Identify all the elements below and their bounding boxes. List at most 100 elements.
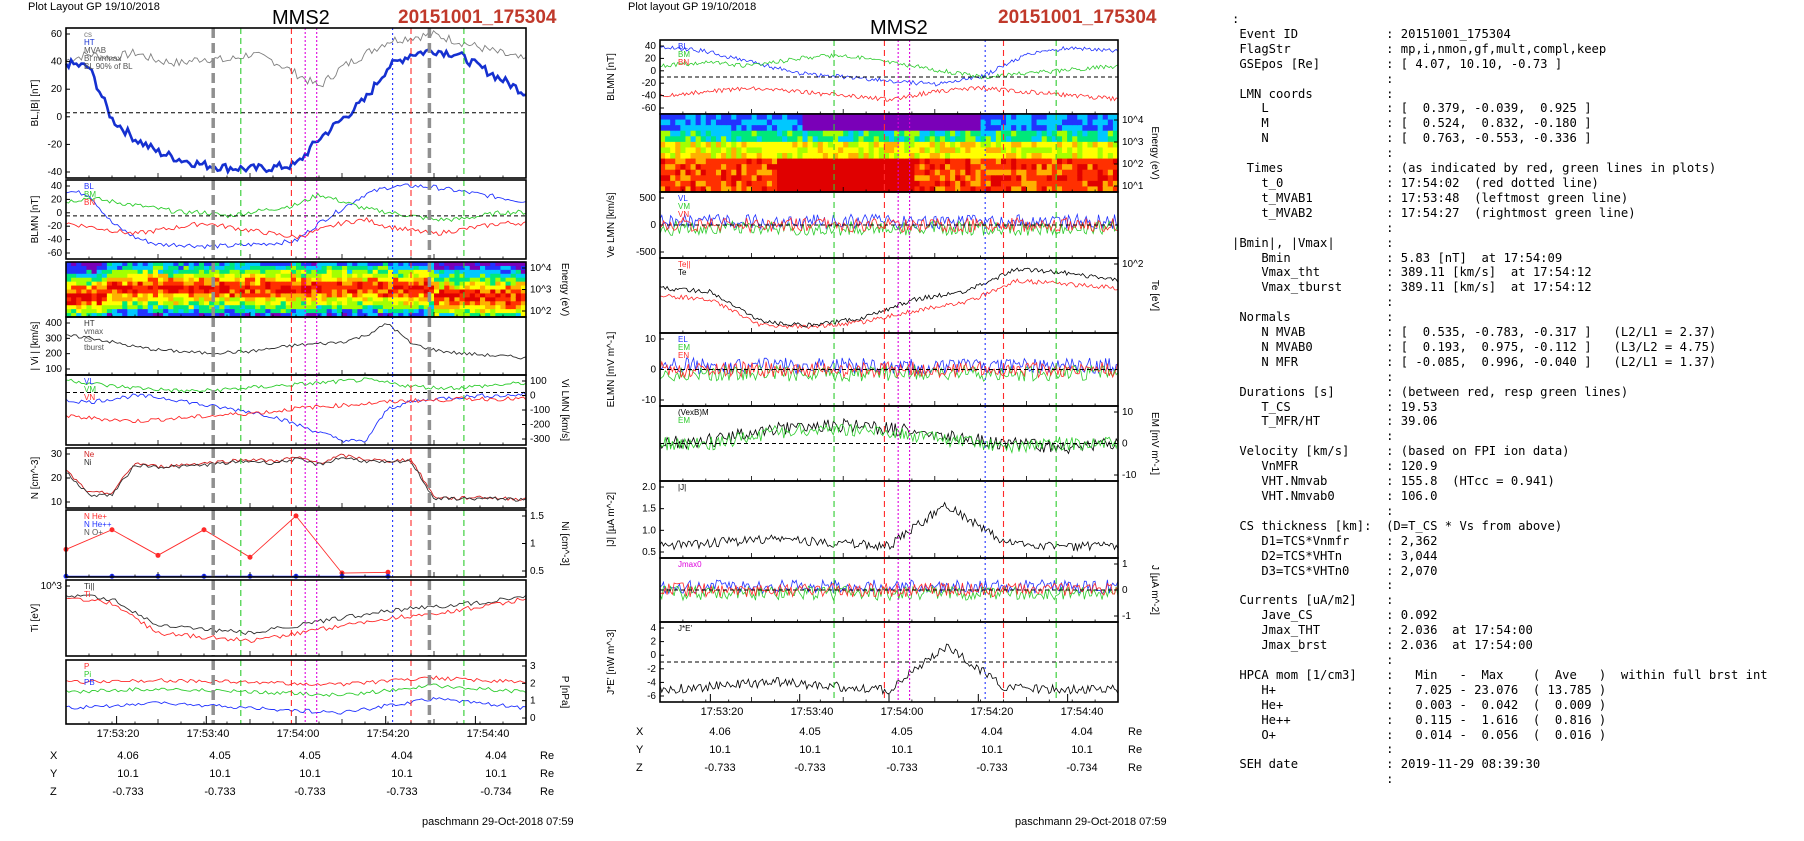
spectrogram-cell — [777, 175, 783, 182]
right-footer: paschmann 29-Oct-2018 07:59 — [1015, 816, 1167, 828]
spectrogram-cell — [1087, 114, 1094, 121]
spectrogram-cell — [736, 180, 743, 188]
spectrogram-cell — [183, 297, 190, 302]
y-tick-label: -20 — [642, 78, 657, 89]
spectrogram-cell — [101, 277, 108, 283]
series-line — [659, 643, 1119, 696]
spectrogram-cell — [388, 262, 394, 267]
spectrogram-cell — [660, 153, 666, 160]
spectrogram-cell — [955, 141, 961, 149]
spectrogram-cell — [290, 277, 297, 283]
spectrogram-cell — [413, 305, 420, 310]
spectrogram-cell — [715, 147, 722, 154]
spectrogram-cell — [746, 164, 753, 171]
spectrogram-cell — [960, 136, 966, 143]
spectrogram-cell — [690, 130, 697, 137]
spectrogram-cell — [853, 186, 860, 193]
spectrogram-cell — [234, 265, 241, 271]
spectrogram-cell — [382, 285, 389, 291]
spectrogram-cell — [726, 141, 732, 149]
spectrogram-cell — [520, 301, 527, 306]
spectrogram-cell — [188, 313, 195, 318]
spectrogram-cell — [1031, 141, 1038, 149]
spectrogram-cell — [500, 297, 507, 302]
spectrogram-cell — [1021, 141, 1027, 149]
spectrogram-cell — [1051, 130, 1058, 137]
spectrogram-cell — [960, 114, 966, 121]
spectrogram-cell — [408, 265, 415, 271]
spectrogram-cell — [316, 285, 323, 291]
spectrogram-cell — [756, 164, 763, 171]
spectrogram-cell — [454, 273, 461, 279]
spectrogram-cell — [500, 285, 507, 291]
spectrogram-cell — [797, 164, 804, 171]
spectrogram-cell — [1087, 158, 1094, 165]
spectrogram-cell — [817, 114, 824, 121]
spectrogram-cell — [474, 309, 481, 314]
spectrogram-cell — [680, 136, 687, 143]
spectrogram-cell — [168, 269, 174, 275]
spectrogram-cell — [914, 147, 921, 154]
spectrogram-cell — [660, 125, 666, 132]
spectrogram-cell — [731, 158, 737, 165]
y-tick-label: -4 — [647, 677, 656, 688]
spectrogram-cell — [853, 158, 860, 165]
spectrogram-cell — [137, 301, 144, 306]
spectrogram-cell — [731, 119, 737, 126]
spectrogram-cell — [193, 297, 200, 302]
spectrogram-cell — [66, 262, 72, 267]
series-line — [65, 683, 527, 697]
spectrogram-cell — [444, 309, 450, 314]
spectrogram-cell — [464, 269, 471, 275]
spectrogram-cell — [449, 285, 456, 291]
spectrogram-cell — [787, 153, 793, 160]
spectrogram-cell — [1031, 153, 1038, 160]
spectrogram-cell — [766, 119, 773, 126]
spectrogram-cell — [163, 273, 169, 279]
spectrogram-cell — [710, 114, 717, 121]
spectrogram-cell — [163, 313, 169, 318]
spectrogram-cell — [301, 301, 307, 306]
spectrogram-cell — [193, 313, 200, 318]
spectrogram-cell — [520, 269, 527, 275]
y-tick-label: 400 — [45, 318, 62, 329]
spectrogram-cell — [393, 293, 399, 298]
spectrogram-cell — [96, 262, 103, 267]
spectrogram-cell — [685, 153, 692, 160]
spectrogram-cell — [275, 293, 282, 298]
spectrogram-cell — [413, 293, 420, 298]
spectrogram-cell — [434, 281, 440, 287]
spectrogram-cell — [792, 158, 798, 165]
spectrogram-cell — [700, 175, 707, 182]
spectrogram-cell — [1077, 114, 1083, 121]
spectrogram-cell — [797, 175, 804, 182]
spectrogram-cell — [843, 180, 849, 188]
spectrogram-cell — [1077, 175, 1083, 182]
spectrogram-cell — [975, 180, 982, 188]
spectrogram-cell — [418, 269, 425, 275]
spectrogram-cell — [924, 169, 931, 176]
spectrogram-cell — [224, 305, 231, 310]
spectrogram-cell — [122, 301, 128, 306]
spectrogram-cell — [883, 141, 890, 149]
spectrogram-cell — [428, 309, 435, 314]
time-tick: 17:54:40 — [466, 728, 510, 740]
spectrogram-cell — [449, 301, 456, 306]
spectrogram-cell — [367, 285, 374, 291]
spectrogram-cell — [137, 305, 144, 310]
spectrogram-cell — [367, 309, 374, 314]
spectrogram-cell — [152, 313, 159, 318]
spectrogram-cell — [1102, 180, 1109, 188]
spectrogram-cell — [741, 158, 748, 165]
spectrogram-cell — [321, 309, 328, 314]
spectrogram-cell — [868, 114, 875, 121]
legend-entry: VN — [678, 210, 689, 219]
spectrogram-cell — [751, 136, 758, 143]
spectrogram-cell — [929, 141, 936, 149]
spectrogram-cell — [782, 114, 788, 121]
spectrogram-cell — [403, 281, 410, 287]
legend-entry: VL — [84, 377, 94, 386]
spectrogram-cell — [1092, 130, 1099, 137]
